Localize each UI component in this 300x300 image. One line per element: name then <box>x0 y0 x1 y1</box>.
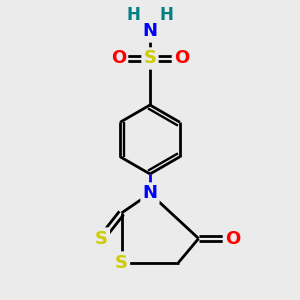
Text: H: H <box>160 6 173 24</box>
Text: S: S <box>143 50 157 68</box>
Text: O: O <box>111 50 126 68</box>
Text: O: O <box>174 50 189 68</box>
Text: N: N <box>142 22 158 40</box>
Text: N: N <box>142 184 158 202</box>
Text: O: O <box>225 230 240 247</box>
Text: S: S <box>115 254 128 272</box>
Text: S: S <box>95 230 108 247</box>
Text: H: H <box>127 6 140 24</box>
